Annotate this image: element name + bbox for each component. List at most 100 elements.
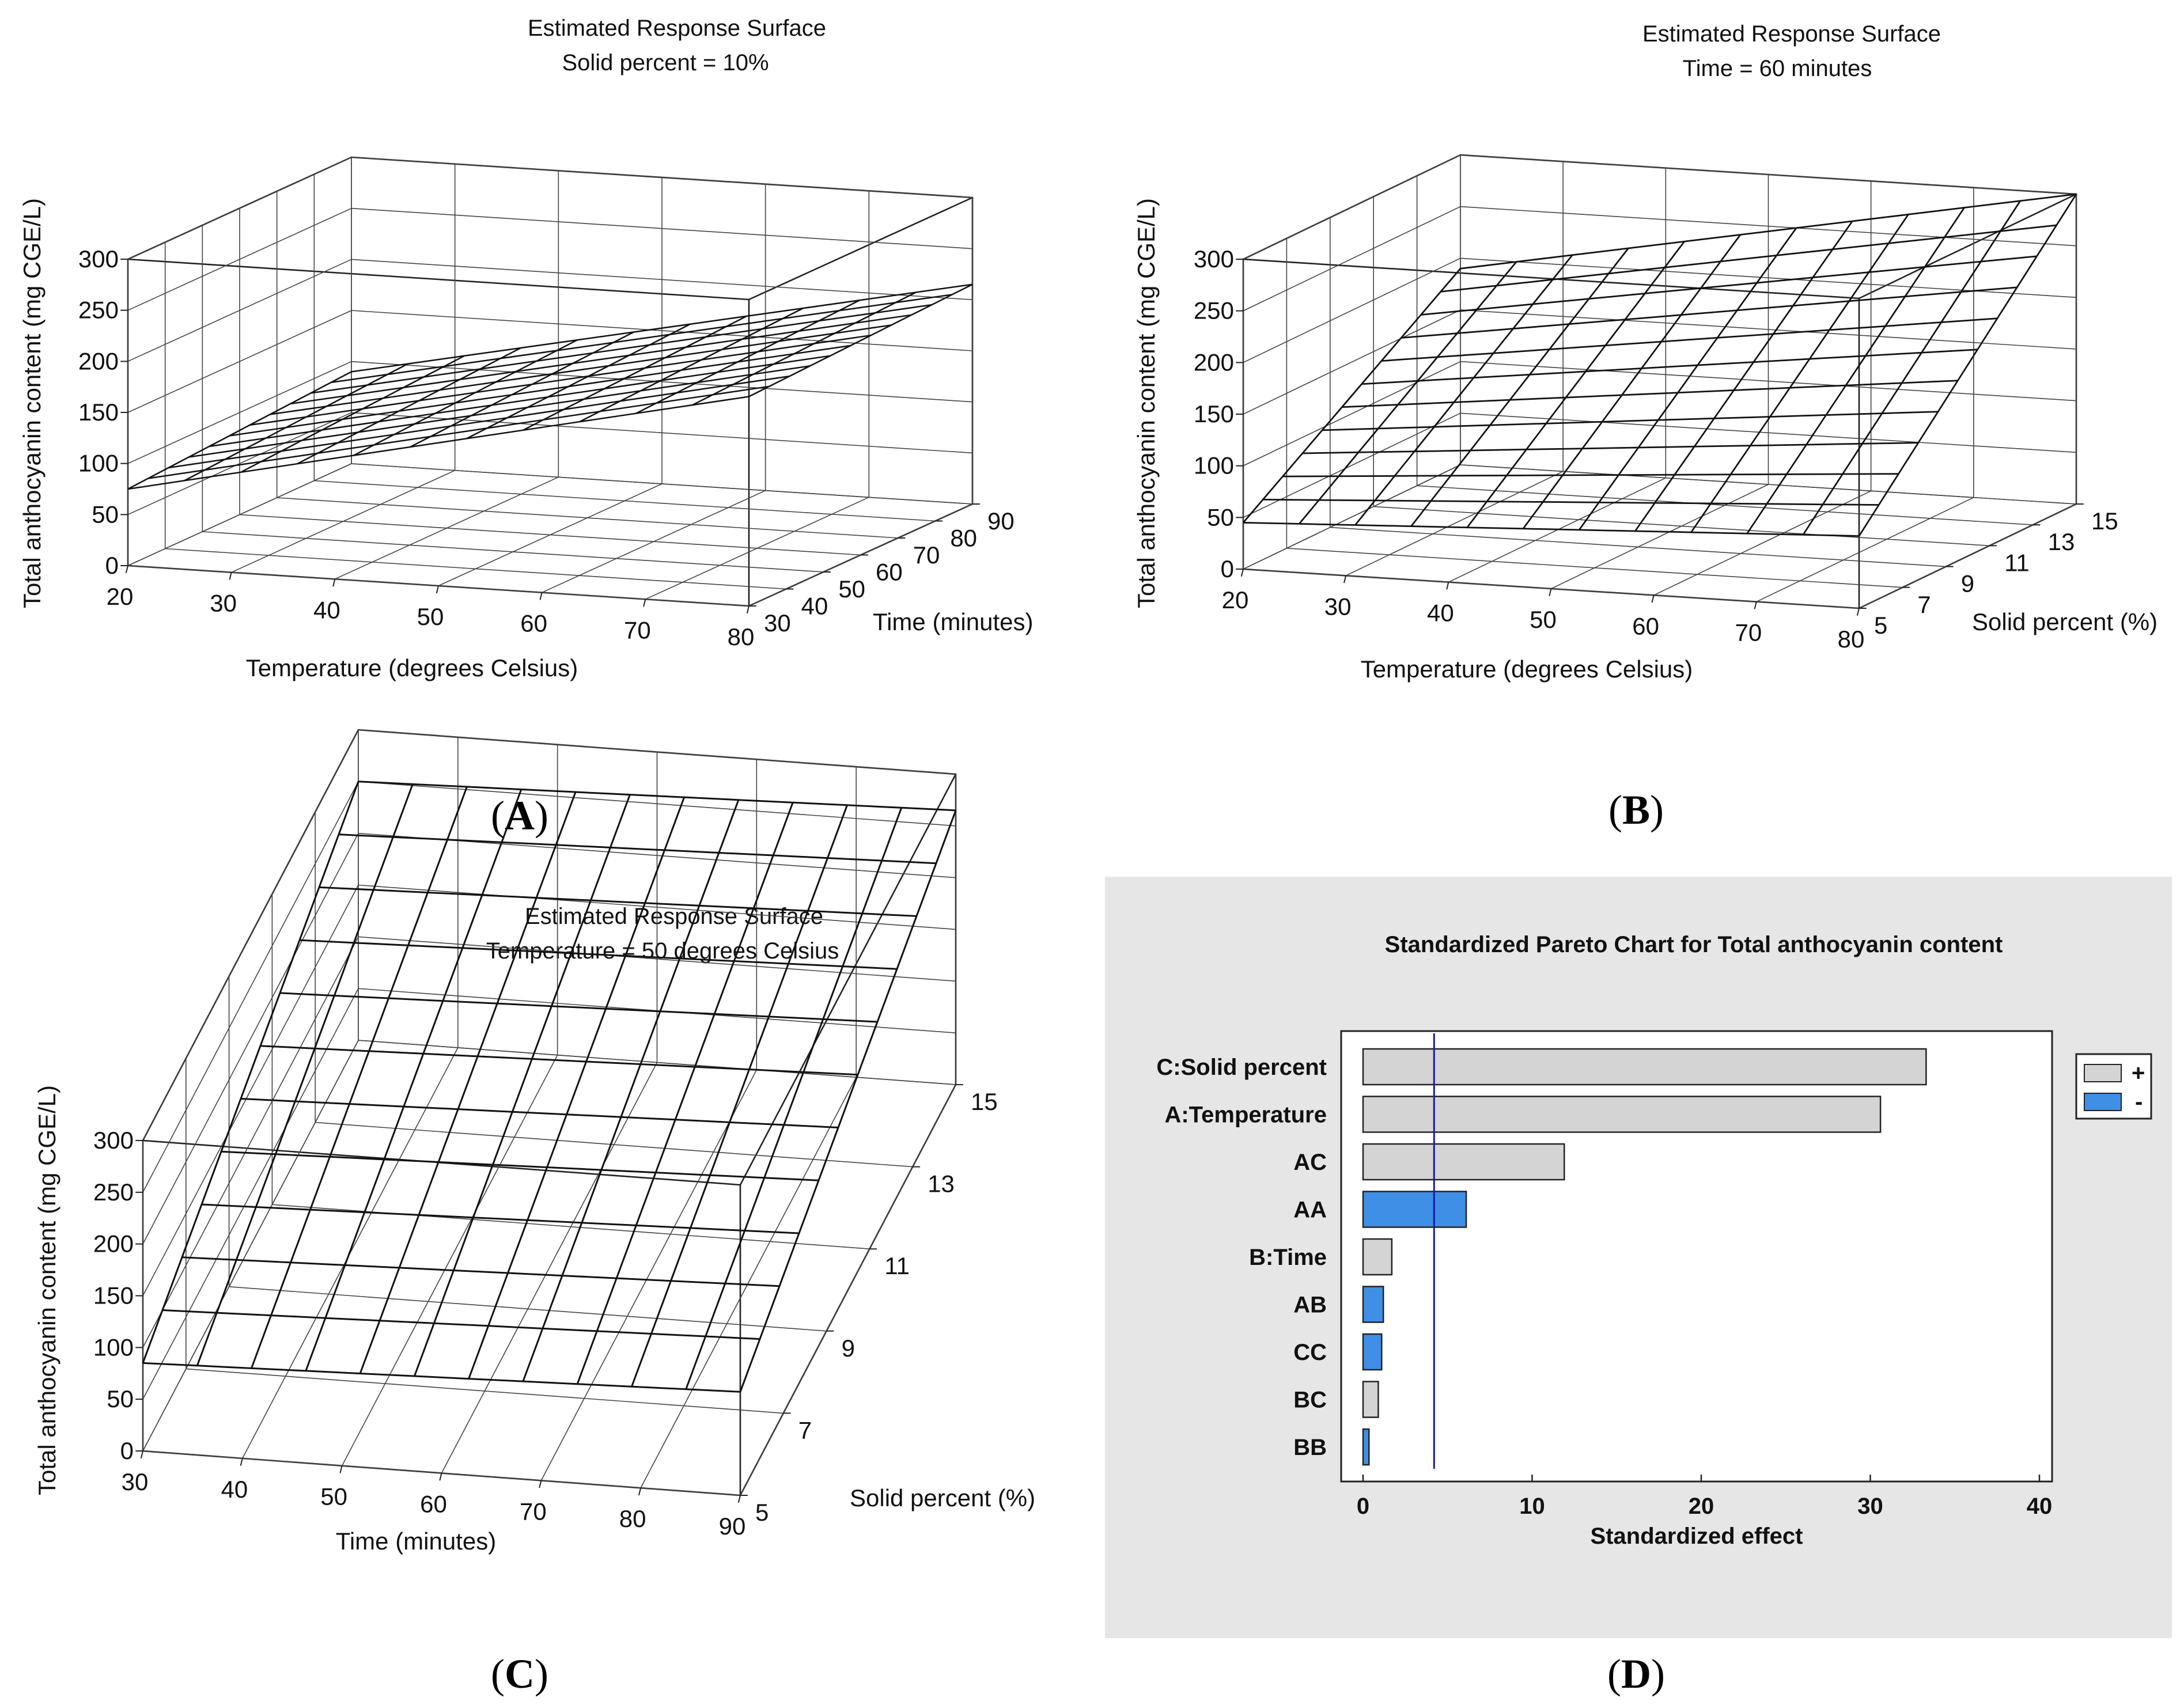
surface-mesh-line [631,805,848,1387]
surface-mesh-line [1690,214,1909,533]
panel-a-ticks: 20 30 40 50 60 70 80 30 40 50 60 70 80 90 0 50 100 150 200… [78,245,1015,650]
z-tick-label: 50 [1207,503,1234,531]
legend-label-negative: - [2135,1089,2143,1115]
z-tick-label: 150 [1194,400,1234,427]
surface-mesh-line [1361,348,1978,385]
surface-mesh-line [1634,221,1853,532]
left-wall-grid-line [1243,206,1461,312]
surface-mesh-line [1460,193,2077,270]
surface-mesh-line [1410,248,1629,527]
x-tick-mark [1343,575,1347,584]
back-wall-grid-line [358,781,956,827]
pareto-category-label: CC [1293,1340,1327,1365]
x-tick-label: 30 [210,590,237,617]
panel-c-surface [142,780,957,1393]
z-tick-label: 150 [78,399,119,426]
floor-grid-line [1286,547,1903,588]
surface-mesh-line [468,797,686,1380]
z-tick-label: 0 [1221,555,1234,582]
y-tick-label: 30 [764,609,791,636]
x-tick-label: 80 [619,1505,646,1532]
box-edge [739,773,957,1186]
pareto-bar [1362,1238,1393,1276]
back-wall-grid-line [1460,464,2077,505]
left-wall-grid-line [127,310,352,413]
x-tick-mark [1651,594,1655,603]
surface-mesh-line [1421,255,2037,316]
surface-mesh-line [142,781,359,1363]
surface-mesh-line [162,1309,760,1340]
floor-grid-line [313,480,936,522]
x-tick-mark [1241,569,1244,577]
surface-mesh-line [299,939,898,970]
back-wall-grid-line [351,463,973,505]
x-tick-mark [439,1472,442,1481]
x-tick-mark [539,592,543,600]
surface-mesh-line [351,283,973,373]
z-tick-label: 50 [107,1385,134,1412]
x-tick-mark [1857,608,1860,616]
surface-mesh-line [331,294,952,384]
pareto-x-tick-label: 0 [1357,1494,1369,1519]
surface-mesh-line [579,307,804,423]
panel-b-xlabel: Temperature (degrees Celsius) [1361,656,1693,683]
surface-mesh-line [1522,234,1742,529]
surface-mesh-line [413,794,631,1377]
pareto-category-label: B:Time [1249,1245,1327,1270]
surface-mesh-line [260,1045,858,1076]
surface-mesh-line [1299,261,1517,525]
panel-c-ticks: 30 40 50 60 70 80 9057911131505010015020025030… [93,1084,998,1540]
back-wall-grid-line [1460,154,2077,195]
y-tick-label: 15 [2091,507,2118,535]
pareto-bars [1362,1048,1927,1466]
surface-mesh-line [221,1150,819,1181]
panel-c-letter: (C) [491,1651,548,1697]
back-wall-grid-line [351,259,973,301]
surface-mesh-line [249,334,871,426]
box-edge [127,258,750,301]
panel-b-surface [1242,193,2077,537]
back-wall-grid-line [351,157,973,198]
back-wall-grid-line [351,412,973,454]
pareto-category-label: A:Temperature [1164,1102,1327,1128]
y-tick-label: 11 [2004,549,2030,576]
surface-mesh-line [1322,411,1939,431]
z-tick-label: 100 [78,450,119,477]
z-tick-label: 250 [93,1179,134,1206]
panel-b-grid [1243,154,2077,609]
left-wall-grid-line [1243,309,1461,415]
surface-mesh-line [142,1362,741,1393]
surface-mesh-line [1354,254,1573,526]
x-tick-mark [1446,581,1449,590]
x-tick-mark [643,598,646,607]
panel-b: Estimated Response Surface Time = 60 min… [1133,21,2157,833]
surface-mesh-line [270,324,892,415]
panel-a-letter: (A) [491,793,548,839]
left-wall-grid-line [142,988,359,1400]
pareto-bar [1362,1191,1467,1228]
back-wall-grid-line [351,361,973,403]
left-wall-grid-line [127,259,352,362]
surface-mesh-line [1440,224,2057,293]
floor-grid-line [341,1054,558,1467]
x-tick-mark [436,585,439,593]
panel-c-title: Estimated Response Surface [525,904,823,929]
surface-mesh-line [240,355,465,473]
panel-a-xlabel: Temperature (degrees Celsius) [246,654,578,681]
left-wall-grid-line [1243,154,1461,260]
z-tick-label: 200 [93,1230,134,1257]
pareto-x-tick-label: 30 [1857,1494,1883,1519]
surface-mesh-line [297,347,521,465]
surface-mesh-line [739,810,957,1392]
panel-a-title: Estimated Response Surface [528,16,826,41]
x-tick-label: 60 [520,610,547,637]
z-tick-label: 250 [1194,297,1234,324]
z-tick-label: 50 [92,501,119,528]
surface-mesh-line [201,1203,800,1234]
surface-mesh-line [229,344,851,437]
y-tick-label: 9 [1961,570,1974,597]
surface-mesh-line [1263,498,1879,506]
z-tick-label: 0 [120,1437,134,1464]
y-tick-label: 9 [842,1335,855,1362]
floor-grid-line [164,548,787,590]
